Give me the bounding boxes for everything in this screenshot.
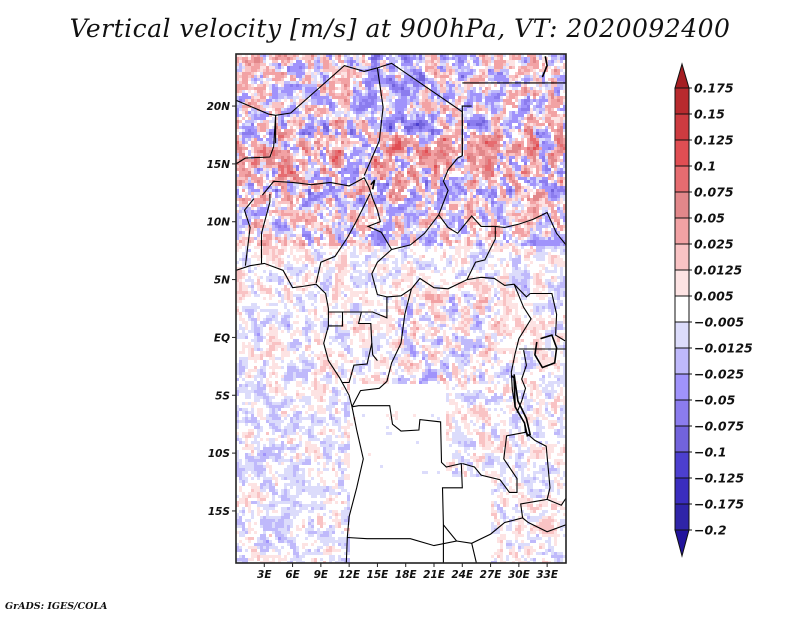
- colorbar-box: [674, 425, 690, 453]
- x-tick-label: 33E: [536, 569, 559, 581]
- colorbar-label: −0.005: [694, 315, 744, 330]
- colorbar-label: −0.1: [694, 445, 727, 460]
- border-line: [530, 292, 566, 342]
- x-tick-label: 9E: [314, 569, 329, 581]
- border-line: [438, 214, 496, 280]
- grads-credit: GrADS: IGES/COLA: [5, 601, 108, 612]
- colorbar-box: [674, 399, 690, 427]
- colorbar-box: [674, 243, 690, 271]
- colorbar-box: [674, 139, 690, 167]
- y-tick-label: 10S: [208, 448, 230, 460]
- colorbar-label: −0.2: [694, 523, 727, 538]
- colorbar-label: 0.075: [694, 185, 734, 200]
- x-tick-label: 18E: [395, 569, 418, 581]
- border-line: [351, 288, 412, 408]
- x-tick-label: 6E: [285, 569, 300, 581]
- colorbar-box: [674, 347, 690, 375]
- colorbar-label: −0.175: [694, 497, 744, 512]
- colorbar-box: [674, 269, 690, 297]
- colorbar-label: −0.025: [694, 367, 744, 382]
- y-tick-label: 20N: [207, 101, 231, 113]
- colorbar-label: 0.15: [694, 107, 725, 122]
- colorbar-label: 0.175: [694, 81, 734, 96]
- border-line: [347, 405, 463, 547]
- colorbar-box: [674, 217, 690, 245]
- border-line: [461, 105, 472, 112]
- border-line: [341, 311, 373, 384]
- colorbar-box: [674, 321, 690, 349]
- x-tick-label: 3E: [257, 569, 272, 581]
- colorbar-label: 0.125: [694, 133, 734, 148]
- colorbar-box: [674, 373, 690, 401]
- colorbar-box: [674, 451, 690, 479]
- colorbar-box: [674, 191, 690, 219]
- country-borders: [236, 56, 566, 563]
- border-line: [546, 497, 566, 506]
- border-line: [520, 431, 551, 518]
- lake-outline: [370, 179, 376, 190]
- border-line: [236, 62, 463, 156]
- colorbar-label: −0.0125: [694, 341, 753, 356]
- colorbar-extend-max: [674, 62, 690, 89]
- colorbar-label: 0.025: [694, 237, 734, 252]
- border-line: [495, 211, 566, 246]
- chart-title: Vertical velocity [m/s] at 900hPa, VT: 2…: [69, 14, 731, 43]
- x-tick-label: 27E: [480, 569, 503, 581]
- border-line: [456, 517, 566, 544]
- colorbar-box: [674, 165, 690, 193]
- plot-frame: [235, 53, 567, 564]
- colorbar-box: [674, 503, 690, 531]
- border-line: [363, 67, 384, 176]
- y-tick-label: 5N: [214, 275, 230, 287]
- border-line: [328, 312, 344, 327]
- velocity-field: [236, 54, 566, 563]
- colorbar-box: [674, 87, 690, 115]
- colorbar-label: 0.005: [694, 289, 734, 304]
- colorbar-label: 0.0125: [694, 263, 743, 278]
- y-tick-label: 15S: [208, 506, 230, 518]
- border-line: [471, 543, 477, 563]
- x-tick-label: 12E: [338, 569, 361, 581]
- border-line: [462, 431, 526, 493]
- lake-outline: [534, 334, 558, 369]
- colorbar-label: −0.125: [694, 471, 744, 486]
- colorbar-legend: 0.175 0.15 0.125 0.1 0.075 0.05 0.025 0.0125 0.0…: [674, 62, 753, 558]
- border-line: [243, 198, 255, 266]
- border-line: [315, 193, 371, 284]
- colorbar-label: 0.05: [694, 211, 725, 226]
- border-line: [371, 343, 378, 361]
- lake-outline: [541, 56, 548, 78]
- x-tick-label: 30E: [508, 569, 531, 581]
- border-line: [236, 262, 364, 563]
- border-line: [260, 194, 271, 264]
- y-tick-label: EQ: [214, 332, 230, 344]
- colorbar-label: −0.075: [694, 419, 744, 434]
- colorbar-extend-min: [674, 529, 690, 558]
- border-line: [328, 249, 392, 319]
- border-line: [366, 155, 463, 251]
- lake-outline: [510, 374, 532, 437]
- colorbar-box: [674, 295, 690, 323]
- colorbar-box: [674, 477, 690, 505]
- colorbar-label: −0.05: [694, 393, 736, 408]
- x-tick-label: 21E: [423, 569, 446, 581]
- y-axis: 20N 15N 10N 5N EQ 5S 10S 15S: [207, 101, 236, 518]
- border-line: [516, 349, 527, 413]
- border-line: [236, 115, 277, 165]
- y-tick-label: 10N: [207, 217, 231, 229]
- x-tick-label: 15E: [367, 569, 390, 581]
- y-tick-label: 15N: [207, 159, 231, 171]
- x-axis: 3E 6E 9E 12E 15E 18E 21E 24E 27E 30E 33E: [257, 563, 559, 581]
- colorbar-box: [674, 113, 690, 141]
- border-line: [261, 177, 370, 196]
- y-tick-label: 5S: [215, 390, 230, 402]
- colorbar-label: 0.1: [694, 159, 716, 174]
- x-tick-label: 24E: [451, 569, 474, 581]
